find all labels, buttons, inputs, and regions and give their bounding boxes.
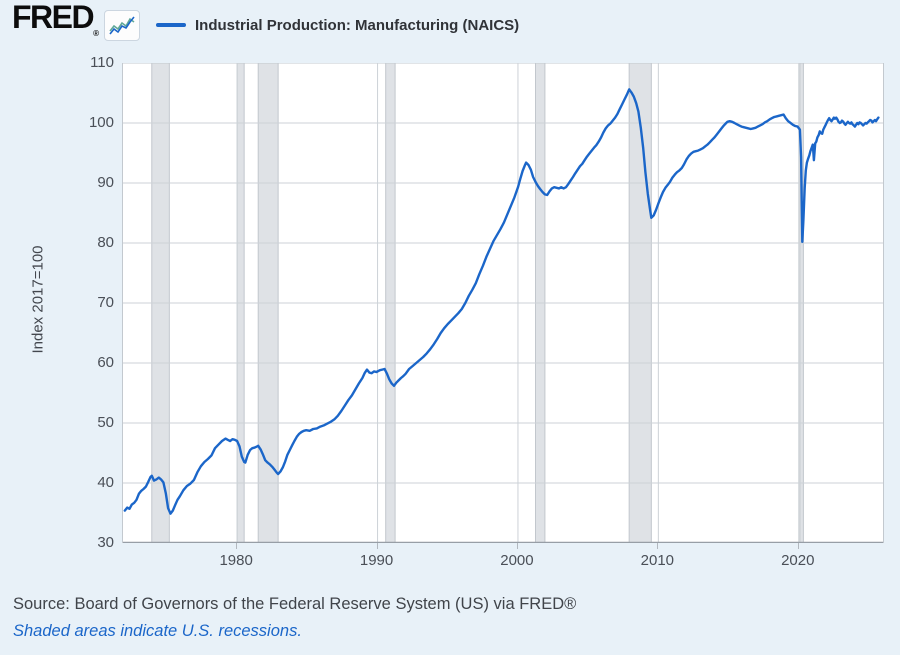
y-tick-label: 110 bbox=[90, 54, 114, 71]
sparkline-icon[interactable] bbox=[104, 9, 141, 41]
registered-mark: ® bbox=[93, 28, 100, 38]
x-tick-mark bbox=[797, 543, 799, 549]
x-tick-mark bbox=[516, 543, 518, 549]
data-line-industrial-production[interactable] bbox=[123, 88, 880, 515]
fred-logo[interactable]: FRED® bbox=[12, 0, 100, 38]
x-tick-label: 2010 bbox=[640, 552, 675, 569]
y-axis-title: Index 2017=100 bbox=[29, 245, 47, 354]
x-tick-label: 1990 bbox=[359, 552, 394, 569]
legend-item[interactable]: Industrial Production: Manufacturing (NA… bbox=[156, 17, 519, 34]
y-tick-label: 70 bbox=[97, 294, 114, 311]
chart-header: FRED® Industrial Production: Manufacturi… bbox=[12, 1, 519, 42]
x-tick-label: 2020 bbox=[781, 552, 815, 569]
y-tick-label: 80 bbox=[97, 234, 114, 251]
y-tick-label: 60 bbox=[97, 354, 114, 371]
recession-note[interactable]: Shaded areas indicate U.S. recessions. bbox=[13, 622, 302, 640]
plot-area[interactable] bbox=[122, 63, 884, 543]
y-tick-label: 90 bbox=[97, 174, 114, 191]
source-text: Source: Board of Governors of the Federa… bbox=[13, 595, 577, 613]
y-tick-label: 100 bbox=[88, 114, 114, 131]
y-tick-label: 50 bbox=[97, 414, 114, 431]
x-tick-label: 1980 bbox=[219, 552, 253, 569]
x-tick-mark bbox=[657, 543, 659, 549]
x-tick-mark bbox=[376, 543, 378, 549]
x-tick-label: 2000 bbox=[500, 552, 534, 569]
y-tick-label: 40 bbox=[97, 474, 114, 491]
x-tick-mark bbox=[236, 543, 238, 549]
y-tick-label: 30 bbox=[97, 534, 114, 551]
legend-series-label: Industrial Production: Manufacturing (NA… bbox=[195, 16, 520, 34]
legend-line-swatch bbox=[156, 23, 187, 27]
